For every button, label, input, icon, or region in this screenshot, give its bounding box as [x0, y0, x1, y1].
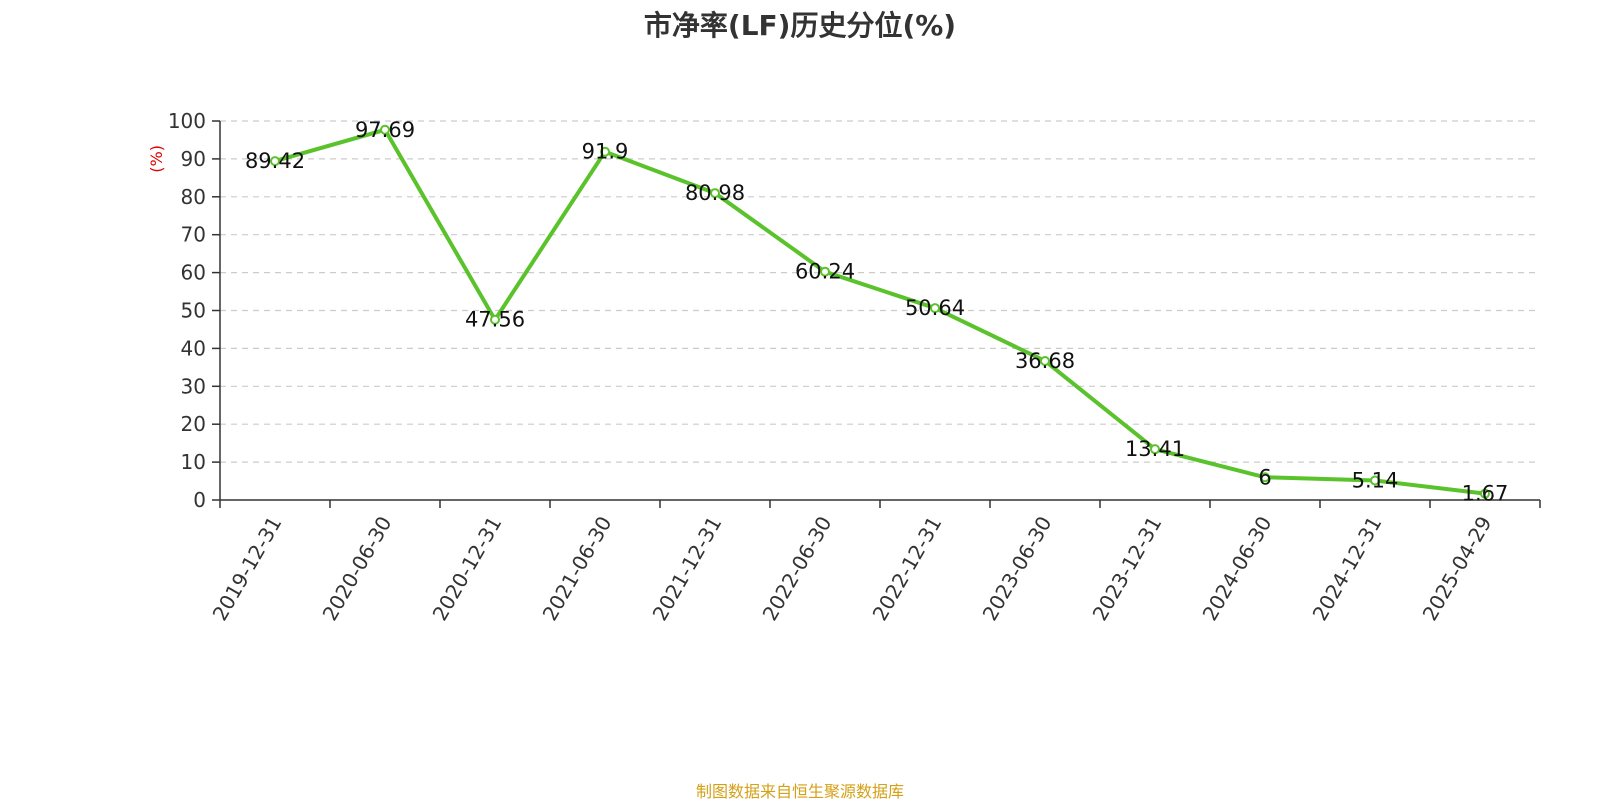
data-point-2020-12-31	[490, 314, 500, 325]
data-point-2024-12-31	[1370, 475, 1380, 486]
x-tick-label-2022-12-31: 2022-12-31	[868, 512, 947, 625]
data-label-2021-06-30: 91.9	[582, 140, 629, 164]
data-point-2020-06-30	[380, 124, 390, 135]
data-label-2025-04-29: 1.67	[1462, 482, 1509, 506]
data-label-2022-06-30: 60.24	[795, 260, 855, 284]
y-tick-label-20: 20	[181, 412, 206, 436]
data-label-2024-12-31: 5.14	[1352, 469, 1399, 493]
x-tick-label-2020-12-31: 2020-12-31	[428, 512, 507, 625]
data-label-2023-12-31: 13.41	[1125, 437, 1185, 461]
y-tick-label-80: 80	[181, 185, 206, 209]
data-point-2023-06-30	[1040, 355, 1050, 366]
x-axis-ticks: 2019-12-31 2020-06-30 2020-12-31 2021-06-30…	[208, 500, 1541, 625]
x-tick-label-2023-12-31: 2023-12-31	[1088, 512, 1167, 625]
x-tick-label-2024-12-31: 2024-12-31	[1308, 512, 1387, 625]
y-axis-unit-label: (%)	[147, 145, 166, 173]
y-tick-label-70: 70	[181, 223, 206, 247]
x-tick-label-2020-06-30: 2020-06-30	[318, 512, 397, 625]
y-tick-label-90: 90	[181, 147, 206, 171]
data-label-2022-12-31: 50.64	[905, 296, 965, 320]
source-note: 制图数据来自恒生聚源数据库	[695, 782, 904, 801]
data-point-2021-06-30	[600, 146, 610, 157]
data-label-2021-12-31: 80.98	[685, 181, 745, 205]
data-label-2024-06-30: 6	[1258, 465, 1271, 489]
y-tick-label-60: 60	[181, 261, 206, 285]
data-point-2019-12-31	[270, 156, 280, 167]
y-tick-label-40: 40	[181, 336, 206, 360]
x-tick-label-2024-06-30: 2024-06-30	[1198, 512, 1277, 625]
data-point-2023-12-31	[1150, 444, 1160, 455]
data-label-2020-06-30: 97.69	[355, 118, 415, 142]
data-point-2024-06-30	[1260, 472, 1270, 483]
data-label-2019-12-31: 89.42	[245, 149, 305, 173]
x-tick-label-2022-06-30: 2022-06-30	[758, 512, 837, 625]
grid-lines	[220, 120, 1540, 463]
y-tick-label-30: 30	[181, 374, 206, 398]
chart-title: 市净率(LF)历史分位(%)	[643, 9, 957, 42]
data-labels: 89.42 97.69 47.56 91.9 80.98 60.24 50.64 36.68 1…	[245, 118, 1508, 506]
y-tick-label-0: 0	[193, 488, 206, 512]
y-tick-label-10: 10	[181, 450, 206, 474]
x-tick-label-2021-12-31: 2021-12-31	[648, 512, 727, 625]
x-tick-label-2023-06-30: 2023-06-30	[978, 512, 1057, 625]
data-point-2025-04-29	[1480, 488, 1490, 499]
data-point-2022-12-31	[930, 303, 940, 314]
y-axis-ticks: 0 10 20 30 40 50 60 70 80 90 100	[168, 109, 220, 512]
data-points	[270, 124, 1490, 499]
x-tick-label-2019-12-31: 2019-12-31	[208, 512, 287, 625]
x-tick-label-2021-06-30: 2021-06-30	[538, 512, 617, 625]
data-point-2022-06-30	[820, 266, 830, 277]
series-line-0	[274, 127, 1486, 496]
data-label-2020-12-31: 47.56	[465, 308, 525, 332]
y-tick-label-50: 50	[181, 299, 206, 323]
data-point-2021-12-31	[710, 188, 720, 199]
series-line-layer	[274, 127, 1486, 496]
y-tick-label-100: 100	[168, 109, 206, 133]
x-tick-label-2025-04-29: 2025-04-29	[1418, 512, 1497, 625]
data-label-2023-06-30: 36.68	[1015, 349, 1075, 373]
